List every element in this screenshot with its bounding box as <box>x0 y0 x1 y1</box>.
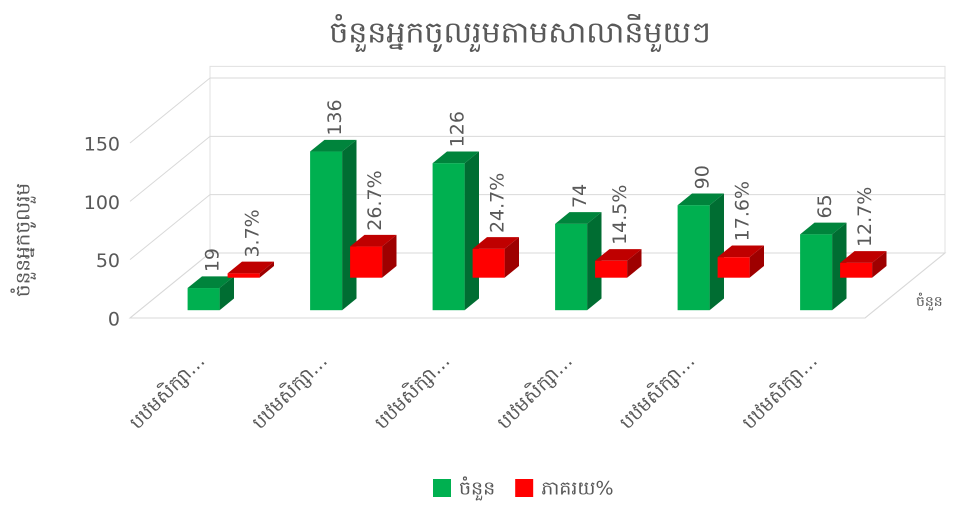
bar <box>677 193 724 311</box>
bar-front <box>472 248 505 278</box>
bar-top <box>227 261 274 274</box>
data-label: 90 <box>691 165 713 189</box>
bar-side <box>259 261 274 278</box>
bar-side <box>627 249 642 278</box>
bar-front <box>432 163 465 311</box>
x-tick-label: បឋមសិក្សា… <box>492 348 577 433</box>
grid-line <box>129 77 945 144</box>
data-label: 24.7% <box>486 173 508 233</box>
data-label: 17.6% <box>731 181 753 241</box>
bar <box>800 222 847 311</box>
bar <box>595 249 642 278</box>
data-label: 19 <box>201 248 223 272</box>
bar-side <box>504 237 519 278</box>
bar-side <box>749 245 764 278</box>
bar-front <box>555 223 588 311</box>
bar-side <box>832 222 847 311</box>
bar-side <box>464 151 479 311</box>
bar <box>840 251 887 278</box>
bar <box>555 212 602 311</box>
bar-top <box>595 249 642 261</box>
bar-top <box>800 222 847 235</box>
bar-front <box>800 234 833 311</box>
y-tick-label: 150 <box>84 134 120 156</box>
bar-front <box>227 273 260 278</box>
data-label: 65 <box>814 194 836 218</box>
y-axis-label: ចំនួនអ្នកចូលរួម <box>10 183 37 297</box>
bar-top <box>472 237 519 249</box>
grid-line <box>129 135 945 202</box>
y-tick-label: 50 <box>96 250 120 272</box>
legend-label: ចំនួន <box>459 476 495 502</box>
data-label: 14.5% <box>609 185 631 245</box>
bar-top <box>677 193 724 206</box>
y-tick-label: 0 <box>108 309 120 331</box>
data-label: 3.7% <box>241 209 263 257</box>
bar <box>472 237 519 278</box>
bar-side <box>342 139 357 311</box>
bar <box>310 139 357 311</box>
x-tick-label: បឋមសិក្សា… <box>124 348 209 433</box>
bar <box>717 245 764 278</box>
bar-top <box>840 251 887 263</box>
bar <box>187 276 234 311</box>
bar-side <box>587 212 602 311</box>
bar-side <box>382 234 397 278</box>
data-label: 74 <box>569 184 591 208</box>
depth-axis <box>864 252 946 319</box>
bar <box>432 151 479 311</box>
legend-swatch <box>515 479 534 497</box>
x-tick-label: បឋមសិក្សា… <box>247 348 332 433</box>
bar-top <box>555 212 602 224</box>
bar-top <box>717 245 764 258</box>
bar <box>227 261 274 278</box>
bar-side <box>872 251 887 278</box>
bar-front <box>717 257 750 278</box>
bar-front <box>310 151 343 311</box>
chart-title: ចំនួនអ្នកចូលរួមតាមសាលានីមួយៗ <box>329 14 711 53</box>
bar-front <box>840 262 873 278</box>
bar-front <box>677 205 710 311</box>
depth-tick-label: ចំនួន <box>916 292 943 311</box>
y-tick-label: 100 <box>84 192 120 214</box>
bar-top <box>187 276 234 289</box>
bar-top <box>432 151 479 164</box>
legend-swatch <box>433 479 451 497</box>
bar-side <box>709 193 724 311</box>
bar-front <box>187 288 220 311</box>
x-tick-label: បឋមសិក្សា… <box>737 348 822 433</box>
x-tick-label: បឋមសិក្សា… <box>614 348 699 433</box>
x-tick-label: បឋមសិក្សា… <box>369 348 454 433</box>
bar-front <box>595 260 628 278</box>
data-label: 12.7% <box>854 187 876 247</box>
data-label: 126 <box>446 111 468 147</box>
bar-front <box>350 246 383 278</box>
bar-top <box>350 234 397 247</box>
bar-side <box>219 276 234 311</box>
legend-label: ភាគរយ% <box>541 478 613 500</box>
bar <box>350 234 397 278</box>
data-label: 26.7% <box>364 170 386 230</box>
data-label: 136 <box>324 99 346 135</box>
bar-top <box>310 139 357 152</box>
